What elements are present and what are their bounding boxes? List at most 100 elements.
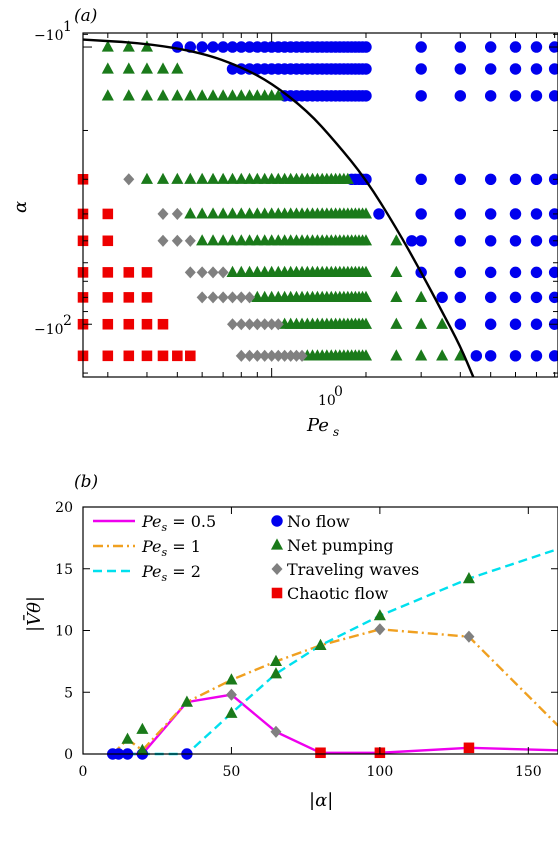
marker-no-flow [484,318,497,330]
marker-net-pumping [206,234,220,246]
marker-net-pumping [235,207,248,219]
y-tick-label: 0 [64,747,73,763]
marker-net-pumping [436,349,449,361]
marker-chaotic-flow [123,267,135,278]
marker-net-pumping [121,732,134,744]
x-tick-label: 50 [223,764,241,780]
legend-traveling-waves: Traveling waves [287,560,419,579]
marker-chaotic-flow [102,267,114,278]
line-pe-0-5 [112,693,558,756]
marker-net-pumping [156,172,170,184]
marker-traveling-waves [123,173,135,186]
marker-traveling-waves [266,349,278,362]
y-tick-label: 5 [64,685,73,701]
marker-no-flow [530,266,543,279]
marker-net-pumping [390,265,403,277]
marker-chaotic-flow [315,747,326,759]
marker-traveling-waves [244,349,256,362]
marker-chaotic-flow [102,235,114,247]
marker-chaotic-flow [102,350,114,362]
panel-a-xlabel: Pe s [306,415,339,439]
marker-no-flow [360,90,372,102]
marker-net-pumping [436,317,449,329]
marker-no-flow [360,63,372,75]
panel-a-x-tick-label: 10 0 [318,384,343,409]
marker-no-flow [548,63,558,75]
y-tick-label: 15 [55,562,73,578]
marker-chaotic-flow [123,318,135,330]
marker-no-flow [548,90,558,102]
marker-no-flow [454,291,467,304]
marker-net-pumping [269,654,283,666]
marker-traveling-waves [235,291,247,304]
marker-net-pumping [243,172,256,184]
marker-net-pumping [454,349,467,361]
marker-no-flow [217,41,229,53]
boundary-curve [82,38,475,378]
marker-traveling-waves [279,349,291,362]
marker-chaotic-flow [185,350,196,362]
legend-no-flow: No flow [287,512,350,531]
marker-no-flow [415,235,427,247]
marker-no-flow [454,208,467,220]
marker-traveling-waves [207,266,219,279]
marker-chaotic-flow [123,292,135,303]
marker-traveling-waves [227,291,239,304]
marker-net-pumping [156,89,170,101]
marker-chaotic-flow [141,318,153,330]
marker-net-pumping [171,89,184,101]
marker-net-pumping [217,89,230,101]
marker-no-flow [454,90,467,102]
marker-net-pumping [272,89,285,101]
marker-traveling-waves [171,234,183,247]
marker-no-flow [509,173,522,186]
marker-no-flow [530,350,543,362]
marker-no-flow [454,41,467,53]
marker-chaotic-flow [141,292,153,303]
marker-no-flow [196,41,208,53]
marker-traveling-waves [296,349,308,362]
marker-chaotic-flow [123,350,135,362]
panel-a-y-tick-label-1: −10 1 [34,19,72,44]
legend-net-pumping: Net pumping [287,536,394,555]
marker-net-pumping [415,317,428,329]
marker-net-pumping [206,172,220,184]
y-tick-exp: 1 [63,19,72,35]
marker-traveling-waves [184,234,196,247]
y-tick-base: −10 [34,28,64,44]
marker-no-flow [484,173,497,186]
marker-net-pumping [196,172,209,184]
marker-no-flow [415,208,427,220]
marker-net-pumping [243,265,256,277]
marker-net-pumping [359,234,373,246]
marker-net-pumping [206,89,220,101]
marker-no-flow [415,90,427,102]
panel-a-ticks [83,33,558,377]
marker-no-flow [415,41,427,53]
marker-net-pumping [196,89,209,101]
line-pe-1 [111,628,558,755]
marker-net-pumping [226,234,239,246]
x-tick-base: 10 [318,393,336,409]
marker-no-flow [484,266,497,279]
marker-no-flow [530,208,543,220]
marker-traveling-waves [157,234,169,247]
marker-no-flow [509,318,522,330]
marker-traveling-waves [270,725,282,738]
marker-no-flow [530,90,543,102]
marker-net-pumping [101,62,114,74]
marker-no-flow [484,291,497,304]
marker-chaotic-flow [141,350,153,362]
marker-net-pumping [359,317,373,329]
panel-a-y-tick-label-2: −10 2 [34,313,72,338]
marker-chaotic-flow [463,742,475,754]
marker-traveling-waves [285,349,297,362]
panel-a-label: (a) [74,6,97,26]
marker-traveling-waves [157,207,169,220]
marker-chaotic-flow [157,318,169,330]
y-tick-label: 10 [55,624,73,640]
marker-net-pumping [122,40,135,52]
marker-traveling-waves [196,291,208,304]
marker-traveling-waves [374,623,386,636]
